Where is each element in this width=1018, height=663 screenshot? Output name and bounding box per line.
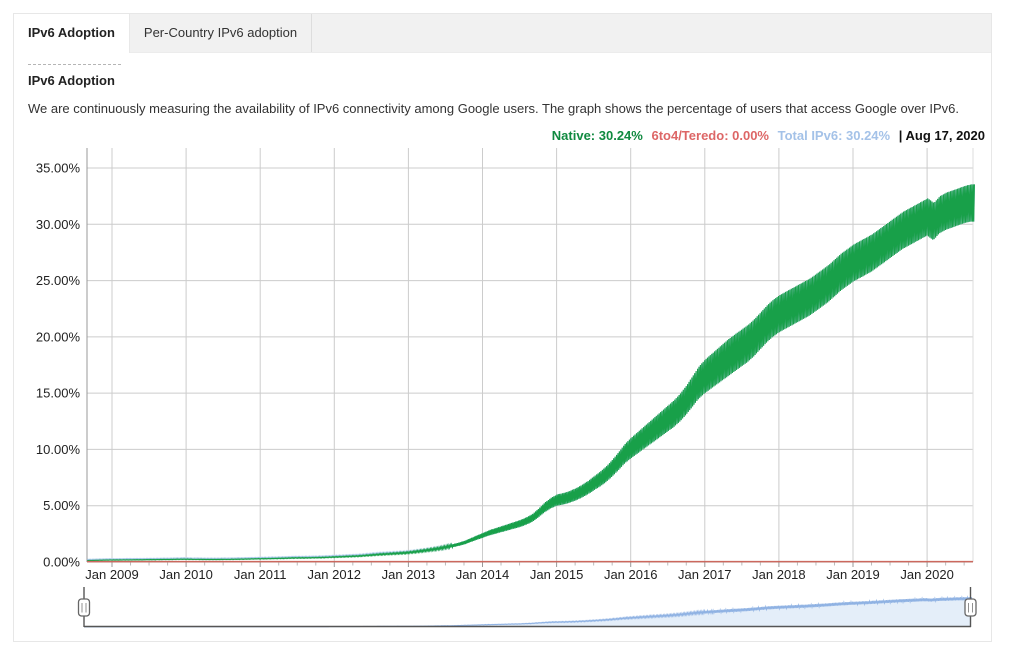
- slider-handle-body: [77, 598, 91, 617]
- tab-ipv6-adoption[interactable]: IPv6 Adoption: [14, 14, 130, 53]
- chart-legend: Native: 30.24% 6to4/Teredo: 0.00% Total …: [552, 128, 985, 143]
- tab-per-country-label: Per-Country IPv6 adoption: [143, 25, 298, 40]
- page-title: IPv6 Adoption: [28, 73, 115, 88]
- slider-right-handle[interactable]: [964, 598, 977, 617]
- legend-date: | Aug 17, 2020: [898, 128, 985, 143]
- tab-ipv6-adoption-label: IPv6 Adoption: [28, 25, 115, 40]
- tab-bar: IPv6 Adoption Per-Country IPv6 adoption: [14, 14, 991, 53]
- slider-left-handle[interactable]: [77, 598, 91, 617]
- tab-per-country-ipv6-adoption[interactable]: Per-Country IPv6 adoption: [129, 14, 313, 52]
- page-description: We are continuously measuring the availa…: [28, 101, 959, 116]
- legend-total-ipv6: Total IPv6: 30.24%: [777, 128, 891, 143]
- chart-plot-area[interactable]: [87, 148, 973, 562]
- legend-native: Native: 30.24%: [551, 128, 643, 143]
- slider-handle-body: [964, 598, 977, 617]
- legend-6to4-teredo: 6to4/Teredo: 0.00%: [651, 128, 769, 143]
- active-tab-underline: [28, 64, 121, 65]
